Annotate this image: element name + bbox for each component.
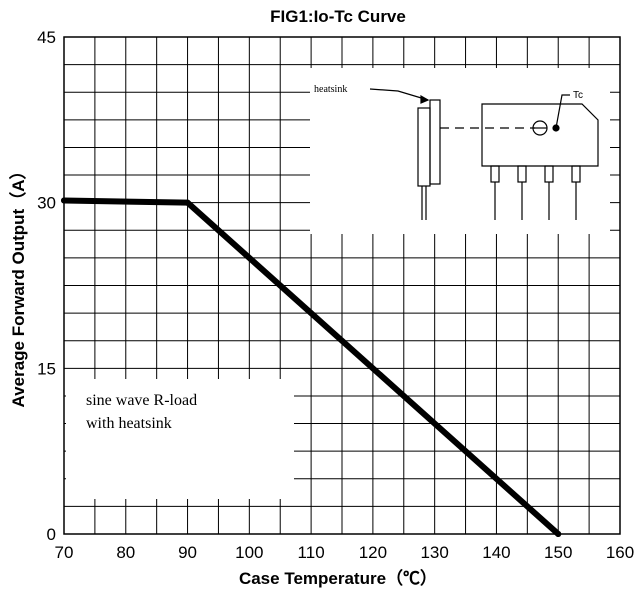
x-tick-label: 140 [482,543,510,562]
x-tick-label: 100 [235,543,263,562]
y-tick-label: 45 [37,28,56,47]
data-point [184,199,191,206]
heatsink-label: heatsink [314,84,347,95]
chart-title: FIG1:Io-Tc Curve [270,7,406,26]
y-tick-label: 15 [37,359,56,378]
y-tick-label: 30 [37,194,56,213]
tc-label: Tc [573,90,583,101]
data-point [61,197,67,204]
plot-frame [63,36,621,535]
y-tick-label: 0 [47,525,56,544]
x-tick-label: 110 [298,543,325,562]
x-tick-label: 80 [116,543,135,562]
x-tick-label: 130 [420,543,448,562]
heatsink-diagram: heatsink Tc [314,84,599,220]
x-axis-label: Case Temperature（℃） [239,568,437,588]
x-tick-label: 70 [55,543,74,562]
x-tick-label: 150 [544,543,572,562]
y-axis-label: Average Forward Output（A） [8,163,28,408]
inset-box [310,68,610,234]
note-line-1: sine wave R-load [86,392,197,409]
x-tick-label: 160 [606,543,634,562]
data-point [555,531,562,537]
x-tick-label: 90 [178,543,197,562]
note-line-2: with heatsink [86,415,172,432]
note-box [66,379,294,499]
x-tick-label: 120 [359,543,387,562]
